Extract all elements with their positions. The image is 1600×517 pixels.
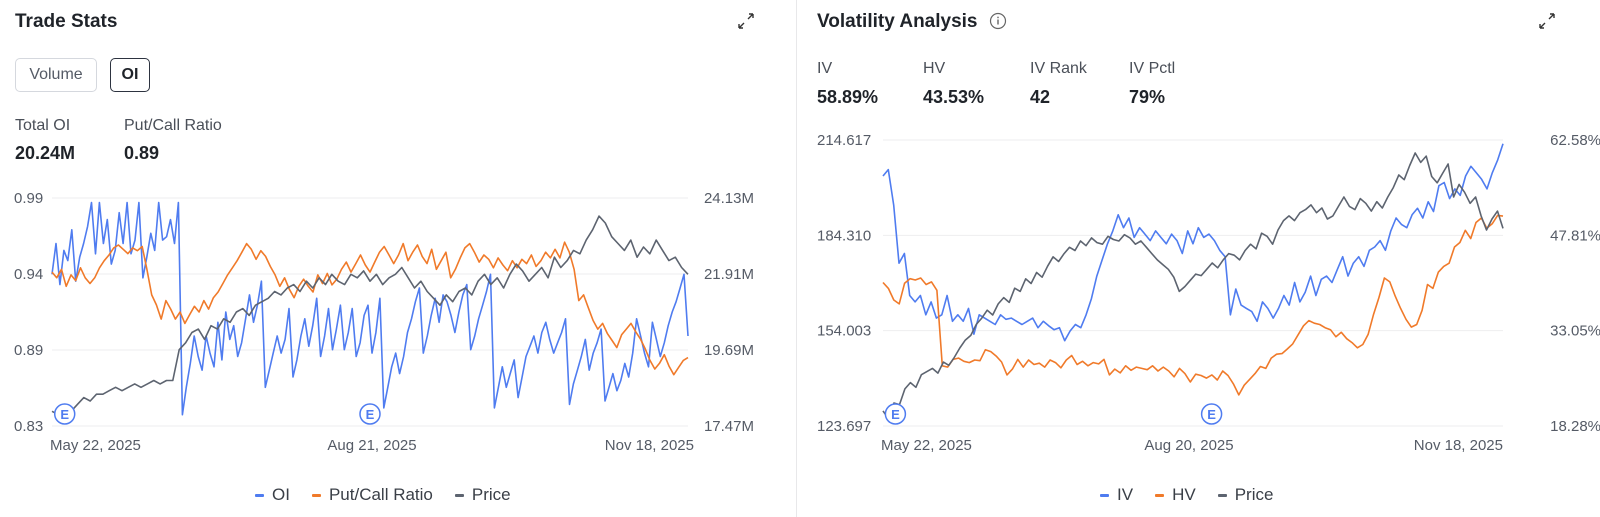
legend-swatch-oi xyxy=(255,493,264,497)
y-right-tick-label: 33.05% xyxy=(1550,323,1600,340)
info-circle-icon[interactable] xyxy=(989,12,1007,30)
iv-pctl-value: 79% xyxy=(1129,87,1166,107)
y-left-tick-label: 214.617 xyxy=(817,132,871,149)
iv-rank-value: 42 xyxy=(1030,87,1051,107)
legend-swatch-hv xyxy=(1155,493,1165,497)
legend-label: OI xyxy=(272,485,290,504)
series-line-price[interactable] xyxy=(51,215,689,416)
panel-divider xyxy=(796,0,797,517)
legend-item-hv[interactable]: HV xyxy=(1155,485,1196,505)
legend-swatch-price xyxy=(454,493,464,497)
y-right-tick-label: 18.28% xyxy=(1550,418,1600,435)
volatility-chart[interactable]: 214.617 62.58% 184.310 47.81% 154.003 33.05% 1… xyxy=(803,125,1600,465)
y-left-tick-label: 0.83 xyxy=(14,418,43,435)
volatility-legend: IV HV Price xyxy=(1100,485,1295,505)
earnings-marker-label: E xyxy=(891,407,900,422)
x-tick-label: Aug 20, 2025 xyxy=(1144,437,1233,454)
earnings-marker-icon[interactable]: E xyxy=(359,403,381,425)
y-left-tick-label: 123.697 xyxy=(817,418,871,435)
trade-stats-legend: OI Put/Call Ratio Price xyxy=(255,485,533,505)
y-left-tick-label: 0.99 xyxy=(14,190,43,207)
expand-arrows-icon[interactable] xyxy=(735,10,757,32)
earnings-marker-label: E xyxy=(60,407,69,422)
volatility-title: Volatility Analysis xyxy=(817,11,978,32)
iv-rank-label: IV Rank xyxy=(1030,60,1087,77)
series-line-put-call-ratio[interactable] xyxy=(51,241,689,376)
y-right-tick-label: 19.69M xyxy=(704,342,754,359)
earnings-marker-label: E xyxy=(1207,407,1216,422)
earnings-marker-icon[interactable]: E xyxy=(884,403,907,425)
y-right-tick-label: 17.47M xyxy=(704,418,754,435)
series-line-price[interactable] xyxy=(882,152,1504,420)
y-right-tick-label: 47.81% xyxy=(1550,227,1600,244)
trade-stats-title: Trade Stats xyxy=(15,11,118,32)
toggle-oi[interactable]: OI xyxy=(110,58,150,92)
legend-item-price[interactable]: Price xyxy=(1217,485,1274,505)
earnings-marker-icon[interactable]: E xyxy=(1200,403,1223,425)
x-tick-label: Nov 18, 2025 xyxy=(605,437,694,454)
legend-label: HV xyxy=(1172,485,1196,504)
hv-label: HV xyxy=(923,60,946,77)
x-tick-label: May 22, 2025 xyxy=(881,437,972,454)
total-oi-label: Total OI xyxy=(15,117,71,134)
total-oi-value: 20.24M xyxy=(15,143,76,163)
put-call-ratio-value: 0.89 xyxy=(124,143,160,163)
series-line-hv[interactable] xyxy=(882,214,1504,396)
iv-value: 58.89% xyxy=(817,87,879,107)
earnings-marker-circle xyxy=(884,403,907,425)
legend-item-iv[interactable]: IV xyxy=(1100,485,1133,505)
series-line-iv[interactable] xyxy=(882,143,1504,342)
iv-label: IV xyxy=(817,60,833,77)
volatility-panel: Volatility Analysis IV 58.89% HV 43.53% … xyxy=(803,0,1600,517)
legend-swatch-iv xyxy=(1100,493,1109,497)
trade-stats-chart[interactable]: 0.99 24.13M 0.94 21.91M 0.89 19.69M 0.83 17.47M… xyxy=(0,185,790,465)
iv-pctl-label: IV Pctl xyxy=(1129,60,1176,77)
x-tick-label: May 22, 2025 xyxy=(50,437,141,454)
y-left-tick-label: 184.310 xyxy=(817,227,871,244)
legend-item-put-call-ratio[interactable]: Put/Call Ratio xyxy=(311,485,433,505)
legend-swatch-price xyxy=(1217,493,1227,497)
x-tick-label: Nov 18, 2025 xyxy=(1414,437,1503,454)
put-call-ratio-label: Put/Call Ratio xyxy=(124,117,222,134)
legend-label: Price xyxy=(1234,485,1274,504)
x-tick-label: Aug 21, 2025 xyxy=(327,437,416,454)
expand-arrows-icon[interactable] xyxy=(1536,10,1558,32)
toggle-volume[interactable]: Volume xyxy=(15,58,97,92)
earnings-marker-label: E xyxy=(366,407,375,422)
earnings-marker-circle xyxy=(1200,403,1223,425)
legend-swatch-put-call xyxy=(311,493,321,497)
legend-label: Put/Call Ratio xyxy=(328,485,433,504)
y-left-tick-label: 0.89 xyxy=(14,342,43,359)
y-right-tick-label: 21.91M xyxy=(704,266,754,283)
y-right-tick-label: 24.13M xyxy=(704,190,754,207)
hv-value: 43.53% xyxy=(923,87,985,107)
legend-label: IV xyxy=(1117,485,1134,504)
y-left-tick-label: 154.003 xyxy=(817,323,871,340)
series-line-oi[interactable] xyxy=(51,201,689,416)
legend-label: Price xyxy=(471,485,511,504)
y-right-tick-label: 62.58% xyxy=(1550,132,1600,149)
earnings-marker-icon[interactable]: E xyxy=(53,403,76,425)
earnings-marker-circle xyxy=(359,403,381,425)
y-left-tick-label: 0.94 xyxy=(14,266,43,283)
legend-item-oi[interactable]: OI xyxy=(255,485,290,505)
trade-stats-panel: Trade Stats Volume OI Total OI 20.24M Pu… xyxy=(0,0,790,517)
earnings-marker-circle xyxy=(53,403,76,425)
legend-item-price[interactable]: Price xyxy=(454,485,511,505)
